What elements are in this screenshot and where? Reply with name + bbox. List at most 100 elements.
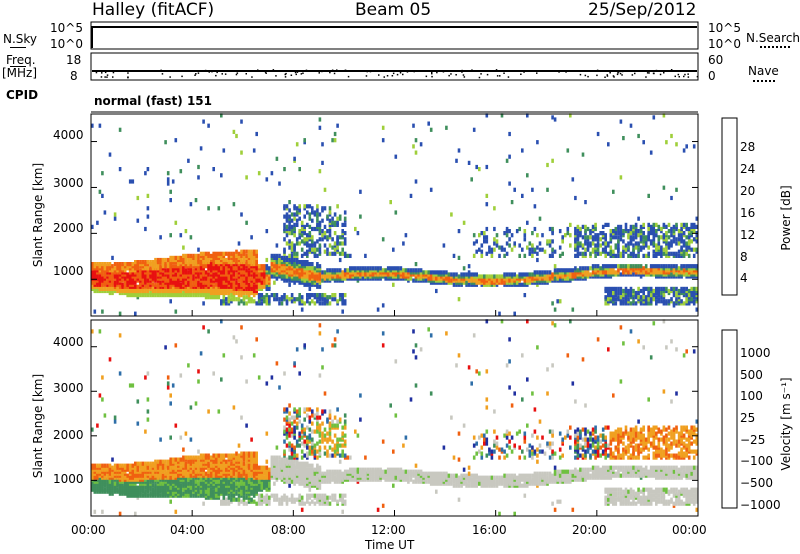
nave-dot xyxy=(305,69,308,72)
power-cell xyxy=(624,243,628,248)
power-cell xyxy=(612,229,615,234)
power-cell xyxy=(584,266,587,271)
velocity-cell xyxy=(136,485,140,490)
power-cell xyxy=(154,282,157,287)
power-cell xyxy=(558,229,562,234)
power-cell xyxy=(171,286,175,291)
power-cell xyxy=(619,295,623,300)
nave-dot xyxy=(670,69,673,71)
power-cell xyxy=(619,233,623,238)
velocity-cell xyxy=(179,435,183,440)
power-cell xyxy=(472,241,476,246)
power-cell xyxy=(465,280,468,285)
power-cell xyxy=(144,260,147,265)
power-cell xyxy=(394,210,398,215)
power-cell xyxy=(257,264,261,269)
power-cell xyxy=(288,214,291,219)
velocity-cell xyxy=(184,455,188,460)
nave-dot xyxy=(631,74,634,76)
power-cell xyxy=(564,233,567,238)
power-cell xyxy=(199,251,203,256)
velocity-cell xyxy=(207,409,210,414)
power-cell xyxy=(634,290,638,296)
power-cell xyxy=(531,243,534,248)
power-cell xyxy=(306,249,309,254)
power-cell xyxy=(321,278,324,283)
power-cell xyxy=(687,235,691,240)
power-cell xyxy=(624,222,628,227)
power-cell xyxy=(660,247,663,252)
power-cell xyxy=(265,229,269,234)
power-cell xyxy=(131,179,135,184)
power-cell xyxy=(637,253,640,258)
velocity-cell xyxy=(146,417,150,422)
nave-tick-bottom: 0 xyxy=(708,69,716,83)
power-cell xyxy=(318,301,322,306)
power-cell xyxy=(637,290,640,296)
power-cell xyxy=(670,133,673,139)
power-cell xyxy=(599,243,602,248)
velocity-cell xyxy=(232,405,236,410)
power-cell xyxy=(381,303,385,308)
power-cell xyxy=(338,241,342,246)
power-cell xyxy=(171,264,175,269)
nave-dot xyxy=(687,76,690,78)
nave-dot xyxy=(495,69,498,71)
nave-dot xyxy=(558,71,560,73)
power-cell xyxy=(108,152,112,157)
power-cell xyxy=(316,214,319,219)
power-cell xyxy=(318,117,322,122)
velocity-cell xyxy=(121,483,124,488)
power-cell xyxy=(111,255,114,260)
power-cell xyxy=(680,226,683,232)
power-cell xyxy=(526,276,529,281)
velocity-cell xyxy=(240,499,243,504)
power-cell xyxy=(508,131,511,137)
power-cell xyxy=(675,251,678,256)
power-cell xyxy=(306,233,309,238)
power-ytick-2000: 2000 xyxy=(53,221,84,235)
power-cell xyxy=(285,299,289,304)
velocity-cell xyxy=(242,495,246,500)
power-cell xyxy=(220,173,223,178)
power-cell xyxy=(508,229,511,234)
power-cell xyxy=(141,260,145,265)
xtick-0400: 04:00 xyxy=(170,523,205,537)
power-cell xyxy=(308,286,312,291)
power-cell xyxy=(278,253,281,258)
velocity-cell xyxy=(207,477,210,482)
power-cell xyxy=(551,115,554,120)
power-cell xyxy=(240,299,243,304)
velocity-cell xyxy=(149,491,152,496)
power-cell xyxy=(222,276,226,281)
nave-dot xyxy=(678,76,680,78)
power-cell xyxy=(652,226,656,232)
power-cell xyxy=(665,264,668,269)
velocity-cell xyxy=(265,493,269,498)
power-cell xyxy=(268,266,271,271)
power-cell xyxy=(189,202,193,207)
power-cell xyxy=(647,222,650,227)
power-cell xyxy=(318,125,322,130)
power-cell xyxy=(323,224,327,229)
power-cell xyxy=(442,243,446,248)
velocity-cell xyxy=(166,475,170,480)
nave-dot xyxy=(581,70,583,72)
velocity-cell xyxy=(237,501,241,506)
power-cell xyxy=(412,268,415,273)
power-cell xyxy=(293,216,296,221)
power-cell xyxy=(113,280,117,285)
nave-dot xyxy=(204,69,207,72)
power-cell xyxy=(318,169,322,174)
power-cell xyxy=(657,264,661,269)
power-cell xyxy=(389,200,392,205)
power-cell xyxy=(682,249,686,254)
nsearch-label: N.Search xyxy=(746,31,800,45)
power-cell xyxy=(584,247,587,252)
power-cell xyxy=(164,262,167,267)
power-cell xyxy=(591,247,595,252)
power-cbar-tick-16: 16 xyxy=(740,206,756,220)
nave-dot xyxy=(285,72,287,75)
power-cell xyxy=(609,264,613,269)
power-cell xyxy=(662,222,666,227)
